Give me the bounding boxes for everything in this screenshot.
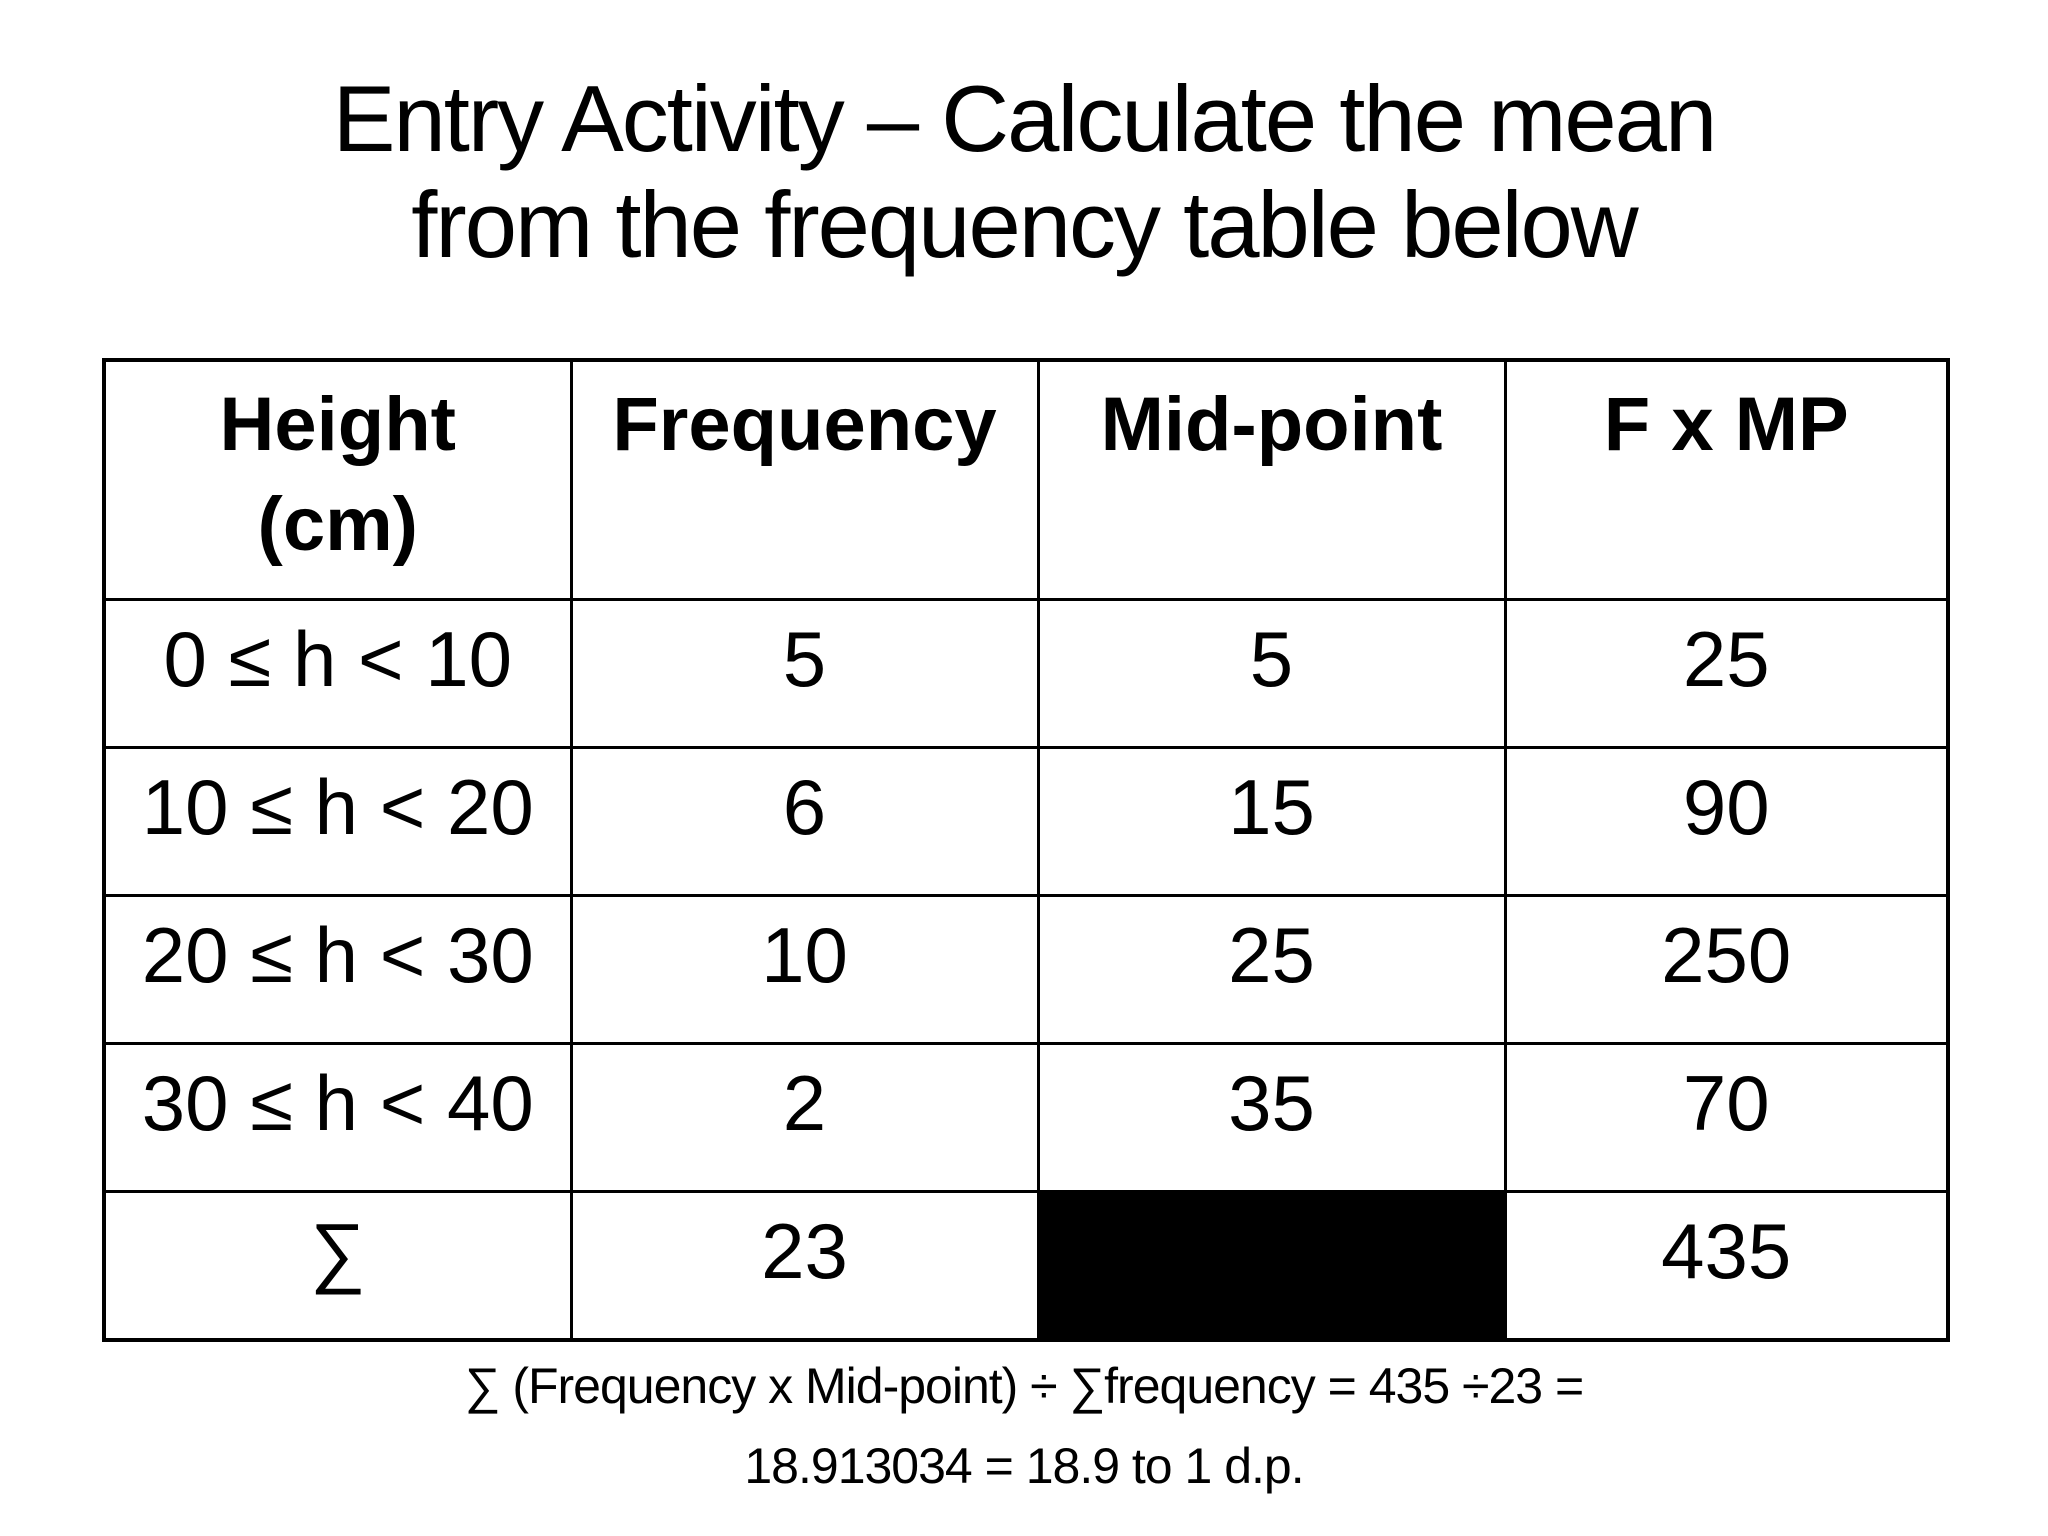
header-frequency: Frequency: [569, 358, 1040, 601]
cell-height-range: 20 ≤ h < 30: [102, 893, 573, 1045]
table-row: 0 ≤ h < 10 5 5 25: [102, 597, 1950, 749]
cell-frequency: 10: [569, 893, 1040, 1045]
mean-calculation-footer: ∑ (Frequency x Mid-point) ÷ ∑frequency =…: [0, 1346, 2048, 1506]
cell-sigma-label: ∑: [102, 1189, 573, 1342]
cell-f-x-mp: 70: [1503, 1041, 1950, 1193]
cell-f-x-mp: 90: [1503, 745, 1950, 897]
cell-total-f-x-mp: 435: [1503, 1189, 1950, 1342]
cell-height-range: 0 ≤ h < 10: [102, 597, 573, 749]
cell-frequency: 2: [569, 1041, 1040, 1193]
cell-height-range: 10 ≤ h < 20: [102, 745, 573, 897]
cell-frequency: 6: [569, 745, 1040, 897]
header-height-line2: (cm): [257, 482, 418, 568]
footer-formula-line1: ∑ (Frequency x Mid-point) ÷ ∑frequency =…: [464, 1358, 1584, 1414]
cell-f-x-mp: 250: [1503, 893, 1950, 1045]
table-row: 30 ≤ h < 40 2 35 70: [102, 1041, 1950, 1193]
header-midpoint: Mid-point: [1036, 358, 1507, 601]
redacted-midpoint-cell: [1036, 1189, 1507, 1342]
table-row: 20 ≤ h < 30 10 25 250: [102, 893, 1950, 1045]
cell-midpoint: 5: [1036, 597, 1507, 749]
table-total-row: ∑ 23 435: [102, 1189, 1950, 1342]
table-row: 10 ≤ h < 20 6 15 90: [102, 745, 1950, 897]
cell-height-range: 30 ≤ h < 40: [102, 1041, 573, 1193]
frequency-table: Height (cm) Frequency Mid-point F x MP 0…: [102, 358, 1950, 1342]
slide-title-line1: Entry Activity – Calculate the mean: [332, 66, 1717, 171]
header-height: Height (cm): [102, 358, 573, 601]
cell-midpoint: 15: [1036, 745, 1507, 897]
cell-f-x-mp: 25: [1503, 597, 1950, 749]
header-f-x-mp: F x MP: [1503, 358, 1950, 601]
slide-title-line2: from the frequency table below: [411, 172, 1638, 278]
slide-title: Entry Activity – Calculate the mean from…: [0, 66, 2048, 278]
cell-midpoint: 25: [1036, 893, 1507, 1045]
footer-formula-line2: 18.913034 = 18.9 to 1 d.p.: [744, 1438, 1304, 1494]
cell-midpoint: 35: [1036, 1041, 1507, 1193]
header-height-line1: Height: [219, 382, 456, 467]
table-header-row: Height (cm) Frequency Mid-point F x MP: [102, 358, 1950, 601]
cell-total-frequency: 23: [569, 1189, 1040, 1342]
cell-frequency: 5: [569, 597, 1040, 749]
